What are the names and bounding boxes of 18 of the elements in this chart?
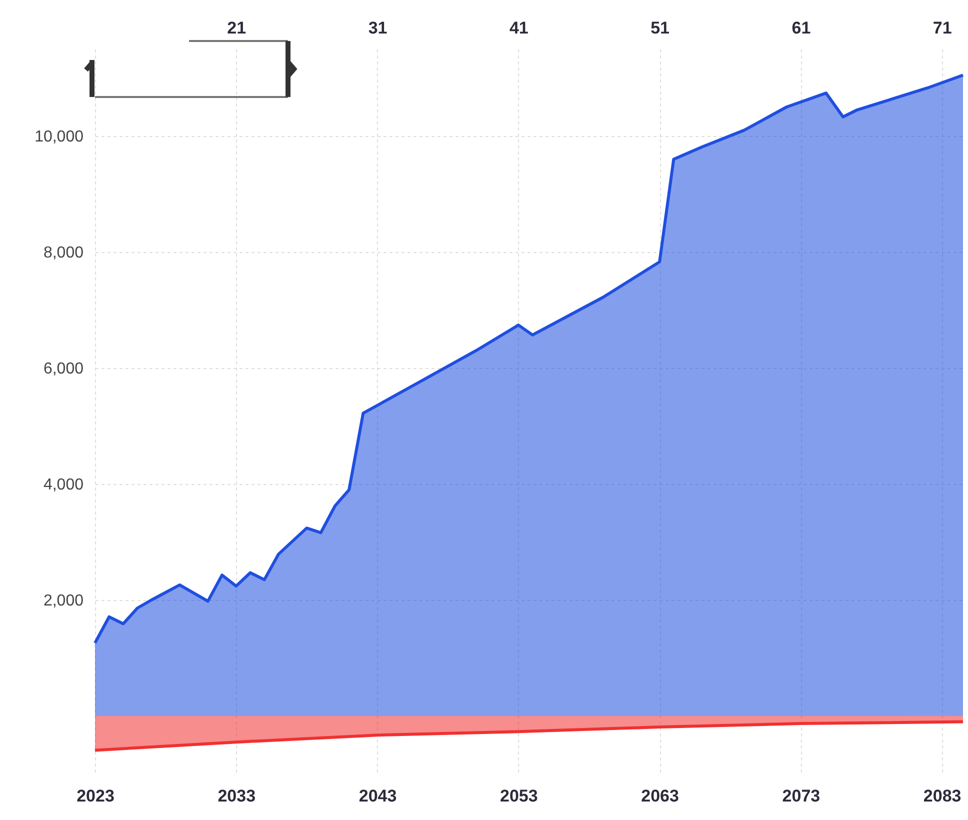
x-tick-label: 2053 xyxy=(500,786,538,806)
y-tick-label: 8,000 xyxy=(43,244,84,262)
x-tick-label: 2083 xyxy=(923,786,962,806)
x-tick-label: 2023 xyxy=(76,786,114,806)
x2-tick-label: 21 xyxy=(227,18,246,38)
x-tick-label: 2043 xyxy=(358,786,397,806)
x-tick-label: 2063 xyxy=(641,786,679,806)
x-tick-label: 2073 xyxy=(782,786,820,806)
y-tick-label: 4,000 xyxy=(43,476,84,494)
y-tick-label: 2,000 xyxy=(43,592,84,610)
x2-tick-label: 61 xyxy=(792,18,811,38)
x2-tick-label: 41 xyxy=(509,18,528,38)
x-tick-label: 2033 xyxy=(218,786,256,806)
x2-tick-label: 71 xyxy=(932,18,952,38)
x2-tick-label: 31 xyxy=(368,18,388,38)
x2-tick-label: 51 xyxy=(650,18,670,38)
y-tick-label: 10,000 xyxy=(34,128,84,146)
y-tick-label: 6,000 xyxy=(43,360,84,378)
